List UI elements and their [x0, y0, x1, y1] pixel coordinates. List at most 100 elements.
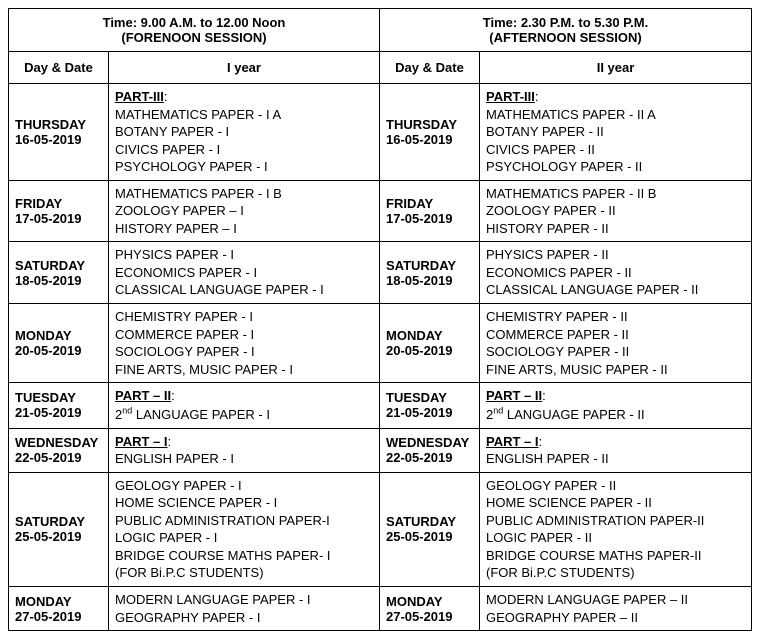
subject-line: BRIDGE COURSE MATHS PAPER-II [486, 548, 702, 563]
date-label: 27-05-2019 [15, 609, 82, 624]
date-cell: SATURDAY18-05-2019 [9, 242, 109, 304]
date-cell: FRIDAY17-05-2019 [380, 180, 480, 242]
day-label: MONDAY [386, 594, 443, 609]
table-row: MONDAY27-05-2019MODERN LANGUAGE PAPER - … [9, 587, 752, 631]
table-row: THURSDAY16-05-2019PART-III:MATHEMATICS P… [9, 84, 752, 181]
subject-line: PSYCHOLOGY PAPER - I [115, 159, 268, 174]
date-label: 22-05-2019 [15, 450, 82, 465]
exam-timetable: Time: 9.00 A.M. to 12.00 Noon(FORENOON S… [8, 8, 752, 631]
subject-line: CIVICS PAPER - II [486, 142, 595, 157]
session-header-row: Time: 9.00 A.M. to 12.00 Noon(FORENOON S… [9, 9, 752, 52]
date-label: 25-05-2019 [386, 529, 453, 544]
subject-line: MATHEMATICS PAPER - I A [115, 107, 281, 122]
day-label: SATURDAY [386, 258, 456, 273]
subject-line: FINE ARTS, MUSIC PAPER - I [115, 362, 293, 377]
table-row: SATURDAY25-05-2019GEOLOGY PAPER - IHOME … [9, 472, 752, 586]
subject-line: MATHEMATICS PAPER - II B [486, 186, 656, 201]
subject-line: PHYSICS PAPER - II [486, 247, 609, 262]
part-heading: PART – II [486, 388, 542, 403]
subject-line: MODERN LANGUAGE PAPER - I [115, 592, 311, 607]
table-row: FRIDAY17-05-2019MATHEMATICS PAPER - I BZ… [9, 180, 752, 242]
subject-line: ENGLISH PAPER - II [486, 451, 609, 466]
date-label: 20-05-2019 [15, 343, 82, 358]
subject-line: SOCIOLOGY PAPER - II [486, 344, 629, 359]
date-cell: FRIDAY17-05-2019 [9, 180, 109, 242]
part-heading: PART-III [486, 89, 535, 104]
subject-line: CLASSICAL LANGUAGE PAPER - II [486, 282, 698, 297]
subject-line: PUBLIC ADMINISTRATION PAPER-II [486, 513, 704, 528]
subject-line: ECONOMICS PAPER - II [486, 265, 632, 280]
subjects-cell: CHEMISTRY PAPER - IICOMMERCE PAPER - IIS… [480, 304, 752, 383]
date-cell: MONDAY20-05-2019 [9, 304, 109, 383]
subject-line: ZOOLOGY PAPER – I [115, 203, 244, 218]
forenoon-time: Time: 9.00 A.M. to 12.00 Noon [103, 15, 286, 30]
subject-line: ECONOMICS PAPER - I [115, 265, 257, 280]
table-row: TUESDAY21-05-2019 PART – II:2nd LANGUAGE … [9, 383, 752, 428]
day-label: MONDAY [386, 328, 443, 343]
date-cell: MONDAY20-05-2019 [380, 304, 480, 383]
subject-line: (FOR Bi.P.C STUDENTS) [486, 565, 635, 580]
date-cell: TUESDAY21-05-2019 [9, 383, 109, 428]
subjects-cell: MATHEMATICS PAPER - I B ZOOLOGY PAPER – I… [109, 180, 380, 242]
subjects-cell: PART – I:ENGLISH PAPER - II [480, 428, 752, 472]
date-cell: THURSDAY16-05-2019 [380, 84, 480, 181]
day-label: THURSDAY [386, 117, 457, 132]
date-label: 25-05-2019 [15, 529, 82, 544]
date-cell: SATURDAY25-05-2019 [9, 472, 109, 586]
day-label: FRIDAY [386, 196, 433, 211]
subject-line: SOCIOLOGY PAPER - I [115, 344, 255, 359]
date-label: 18-05-2019 [15, 273, 82, 288]
subject-line: 2nd LANGUAGE PAPER - II [486, 407, 645, 422]
subject-line: HISTORY PAPER - II [486, 221, 609, 236]
subject-line: GEOLOGY PAPER - I [115, 478, 242, 493]
subject-line: COMMERCE PAPER - II [486, 327, 629, 342]
table-row: WEDNESDAY22-05-2019PART – I:ENGLISH PAPE… [9, 428, 752, 472]
subject-line: 2nd LANGUAGE PAPER - I [115, 407, 270, 422]
table-row: SATURDAY18-05-2019PHYSICS PAPER - IECONO… [9, 242, 752, 304]
day-label: SATURDAY [15, 258, 85, 273]
day-label: MONDAY [15, 594, 72, 609]
subject-line: PSYCHOLOGY PAPER - II [486, 159, 642, 174]
subject-line: HOME SCIENCE PAPER - II [486, 495, 652, 510]
day-label: SATURDAY [15, 514, 85, 529]
subject-line: LOGIC PAPER - II [486, 530, 592, 545]
subject-line: CHEMISTRY PAPER - I [115, 309, 253, 324]
date-cell: WEDNESDAY22-05-2019 [9, 428, 109, 472]
subjects-cell: PHYSICS PAPER - IECONOMICS PAPER - ICLAS… [109, 242, 380, 304]
subject-line: MATHEMATICS PAPER - I B [115, 186, 282, 201]
date-label: 16-05-2019 [15, 132, 82, 147]
column-header-row: Day & DateI yearDay & DateII year [9, 52, 752, 84]
subjects-cell: PHYSICS PAPER - II ECONOMICS PAPER - II CL… [480, 242, 752, 304]
part-heading: PART-III [115, 89, 164, 104]
subject-line: ZOOLOGY PAPER - II [486, 203, 616, 218]
subject-line: MODERN LANGUAGE PAPER – II [486, 592, 688, 607]
part-heading: PART – II [115, 388, 171, 403]
date-cell: SATURDAY18-05-2019 [380, 242, 480, 304]
day-label: FRIDAY [15, 196, 62, 211]
day-label: SATURDAY [386, 514, 456, 529]
subjects-cell: CHEMISTRY PAPER - ICOMMERCE PAPER - ISOC… [109, 304, 380, 383]
day-label: WEDNESDAY [386, 435, 469, 450]
subjects-cell: PART – II:2nd LANGUAGE PAPER - II [480, 383, 752, 428]
subject-line: HOME SCIENCE PAPER - I [115, 495, 277, 510]
subject-line: GEOGRAPHY PAPER - I [115, 610, 260, 625]
subject-line: PHYSICS PAPER - I [115, 247, 234, 262]
date-label: 22-05-2019 [386, 450, 453, 465]
subjects-cell: GEOLOGY PAPER - IIHOME SCIENCE PAPER - I… [480, 472, 752, 586]
subject-line: HISTORY PAPER – I [115, 221, 237, 236]
date-cell: SATURDAY25-05-2019 [380, 472, 480, 586]
part-heading: PART – I [115, 434, 168, 449]
subject-line: GEOGRAPHY PAPER – II [486, 610, 638, 625]
table-row: MONDAY20-05-2019CHEMISTRY PAPER - ICOMME… [9, 304, 752, 383]
forenoon-session-header: Time: 9.00 A.M. to 12.00 Noon(FORENOON S… [9, 9, 380, 52]
date-label: 21-05-2019 [15, 405, 82, 420]
date-cell: MONDAY27-05-2019 [9, 587, 109, 631]
day-label: MONDAY [15, 328, 72, 343]
date-cell: MONDAY27-05-2019 [380, 587, 480, 631]
date-label: 20-05-2019 [386, 343, 453, 358]
date-label: 17-05-2019 [15, 211, 82, 226]
col-header-year-2: II year [480, 52, 752, 84]
subject-line: FINE ARTS, MUSIC PAPER - II [486, 362, 668, 377]
date-label: 18-05-2019 [386, 273, 453, 288]
part-heading: PART – I [486, 434, 539, 449]
